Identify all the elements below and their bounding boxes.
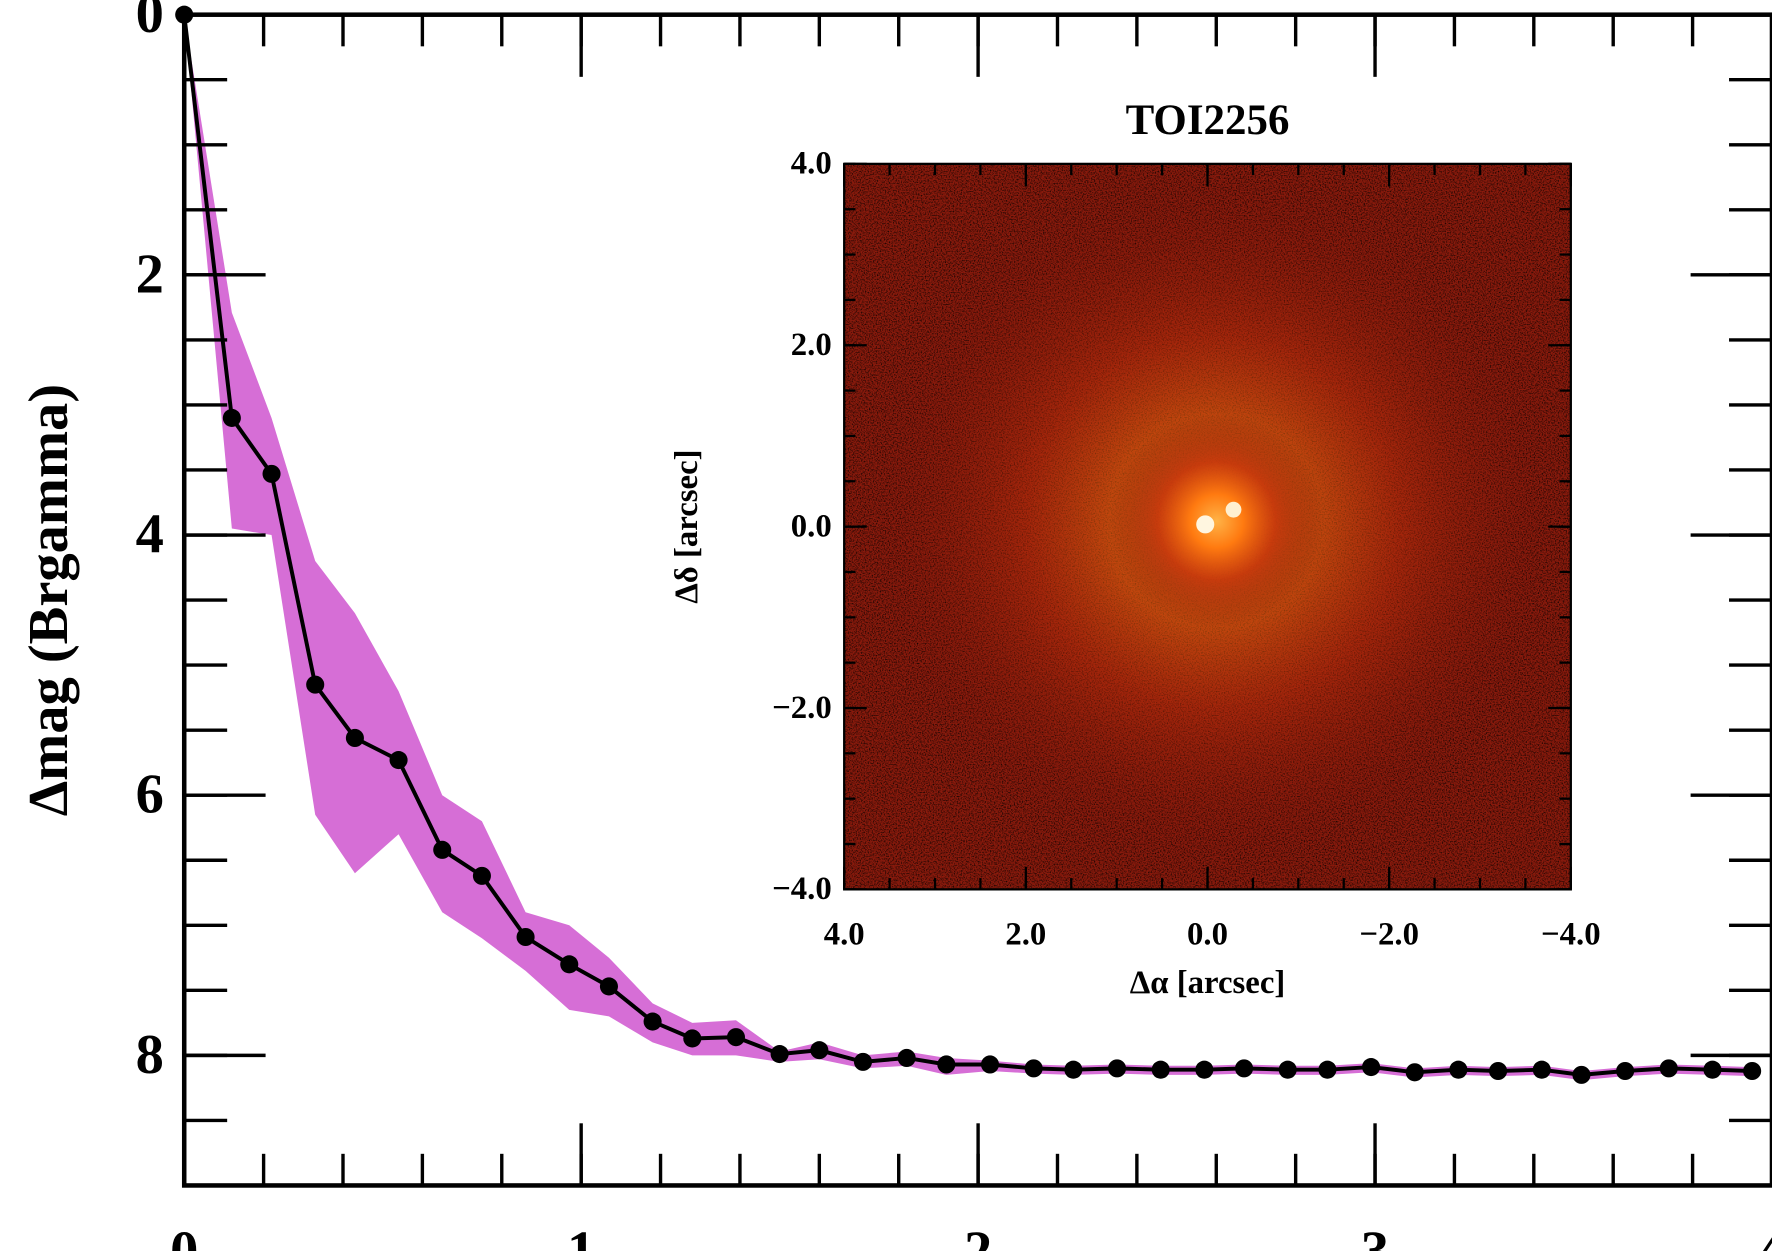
- data-point: [1533, 1061, 1551, 1079]
- data-point: [937, 1055, 955, 1073]
- data-point: [1108, 1059, 1126, 1077]
- data-point: [1743, 1062, 1761, 1080]
- data-point: [1362, 1058, 1380, 1076]
- data-point: [223, 409, 241, 427]
- data-point: [1703, 1061, 1721, 1079]
- y-tick-label: 8: [136, 1024, 164, 1086]
- data-point: [1195, 1061, 1213, 1079]
- data-point: [517, 928, 535, 946]
- data-point: [1064, 1061, 1082, 1079]
- data-point: [346, 729, 364, 747]
- data-point: [1449, 1061, 1467, 1079]
- star-primary: [1196, 515, 1214, 533]
- inset-y-tick-label: 2.0: [791, 327, 832, 363]
- data-point: [1279, 1061, 1297, 1079]
- y-axis-label: Δmag (Brgamma): [18, 384, 80, 816]
- x-tick-label: 1: [567, 1221, 595, 1251]
- data-point: [683, 1029, 701, 1047]
- x-tick-label: 4: [1758, 1221, 1772, 1251]
- page: {"chart_data": [ {"type": "line", "ylabe…: [0, 0, 1772, 1251]
- data-point: [175, 6, 193, 24]
- data-point: [727, 1028, 745, 1046]
- data-point: [644, 1013, 662, 1031]
- data-point: [473, 867, 491, 885]
- data-point: [771, 1045, 789, 1063]
- data-point: [1660, 1059, 1678, 1077]
- data-point: [1406, 1063, 1424, 1081]
- inset-y-tick-label: 4.0: [791, 146, 832, 182]
- data-point: [560, 955, 578, 973]
- inset-x-tick-label: −4.0: [1541, 916, 1601, 952]
- inset-title: TOI2256: [1126, 97, 1290, 144]
- data-point: [898, 1049, 916, 1067]
- x-tick-label: 3: [1361, 1221, 1389, 1251]
- data-point: [1025, 1059, 1043, 1077]
- inset-y-tick-label: −4.0: [772, 871, 832, 907]
- psf-core: [1109, 414, 1324, 629]
- y-tick-label: 0: [136, 0, 164, 45]
- inset-x-tick-label: 4.0: [824, 916, 865, 952]
- star-companion: [1226, 502, 1242, 518]
- data-point: [1572, 1066, 1590, 1084]
- inset-x-label: Δα [arcsec]: [1130, 965, 1286, 1001]
- data-point: [433, 841, 451, 859]
- inset-x-tick-label: −2.0: [1359, 916, 1419, 952]
- data-point: [263, 465, 281, 483]
- inset-y-label: Δδ [arcsec]: [669, 449, 705, 603]
- data-point: [854, 1053, 872, 1071]
- inset-image: [844, 164, 1571, 890]
- inset-x-tick-label: 0.0: [1187, 916, 1228, 952]
- data-point: [981, 1055, 999, 1073]
- data-point: [810, 1041, 828, 1059]
- y-tick-label: 6: [136, 764, 164, 826]
- inset-y-tick-label: −2.0: [772, 690, 832, 726]
- data-point: [1318, 1061, 1336, 1079]
- inset-x-tick-label: 2.0: [1005, 916, 1046, 952]
- x-tick-label: 0: [170, 1221, 198, 1251]
- data-point: [306, 676, 324, 694]
- y-tick-label: 2: [136, 243, 164, 305]
- x-tick-label: 2: [964, 1221, 992, 1251]
- data-point: [1616, 1062, 1634, 1080]
- data-point: [1489, 1062, 1507, 1080]
- chart: 0 2 4 6 8 0 1 2 3 4 Δmag (Brgamma) 4.0 2.0 0.0 −2.0 −4.…: [0, 0, 1772, 1251]
- y-tick-label: 4: [136, 504, 164, 566]
- data-point: [1152, 1061, 1170, 1079]
- data-point: [1235, 1059, 1253, 1077]
- data-point: [600, 977, 618, 995]
- data-point: [390, 751, 408, 769]
- inset-y-tick-label: 0.0: [791, 508, 832, 544]
